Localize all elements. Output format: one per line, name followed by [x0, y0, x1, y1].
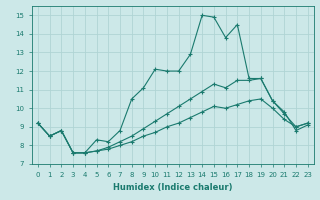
X-axis label: Humidex (Indice chaleur): Humidex (Indice chaleur) — [113, 183, 233, 192]
